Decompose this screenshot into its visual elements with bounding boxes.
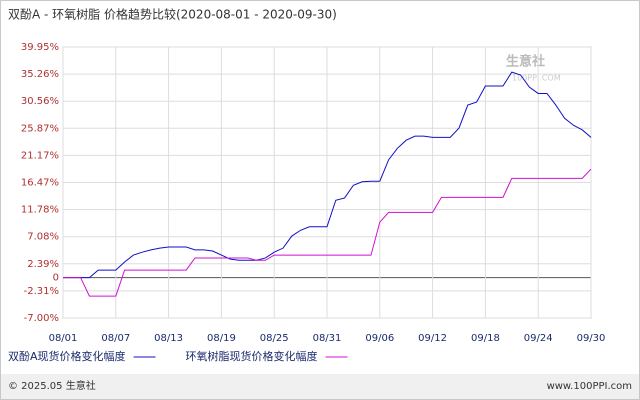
x-tick-label: 08/25 xyxy=(260,333,289,344)
y-tick-label: 0 xyxy=(53,273,59,284)
y-tick-label: 35.26% xyxy=(21,69,59,80)
y-tick-label: -7.00% xyxy=(24,313,59,324)
y-tick-label: 21.17% xyxy=(21,150,59,161)
footer-band xyxy=(1,374,639,399)
y-tick-label: -2.31% xyxy=(24,286,59,297)
y-tick-label: 11.78% xyxy=(21,205,59,216)
y-tick-label: 7.08% xyxy=(27,232,59,243)
footer-right: www.100PPI.com xyxy=(547,381,632,392)
y-tick-label: 25.87% xyxy=(21,123,59,134)
y-tick-label: 39.95% xyxy=(21,42,59,53)
line xyxy=(63,168,592,297)
x-tick-label: 09/18 xyxy=(471,333,500,344)
legend-label: 双酚A现货价格变化幅度 xyxy=(8,349,126,363)
y-tick-label: 16.47% xyxy=(21,178,59,189)
x-tick-label: 09/30 xyxy=(577,333,606,344)
y-tick-label: 30.56% xyxy=(21,96,59,107)
x-tick-label: 08/31 xyxy=(313,333,342,344)
footer-left: © 2025.05 生意社 xyxy=(8,379,96,392)
x-tick-label: 08/19 xyxy=(207,333,236,344)
x-tick-label: 09/06 xyxy=(365,333,394,344)
x-tick-label: 09/12 xyxy=(418,333,447,344)
chart-title: 双酚A - 环氧树脂 价格趋势比较(2020-08-01 - 2020-09-3… xyxy=(8,7,337,22)
x-tick-label: 09/24 xyxy=(524,333,553,344)
watermark: 100PPI.COM xyxy=(512,74,561,83)
x-tick-label: 08/07 xyxy=(101,333,130,344)
legend-label: 环氧树脂现货价格变化幅度 xyxy=(186,349,318,363)
x-tick-label: 08/13 xyxy=(154,333,183,344)
line xyxy=(63,71,592,279)
watermark: 生意社 xyxy=(506,54,545,70)
y-tick-label: 2.39% xyxy=(27,259,59,270)
x-tick-label: 08/01 xyxy=(49,333,78,344)
